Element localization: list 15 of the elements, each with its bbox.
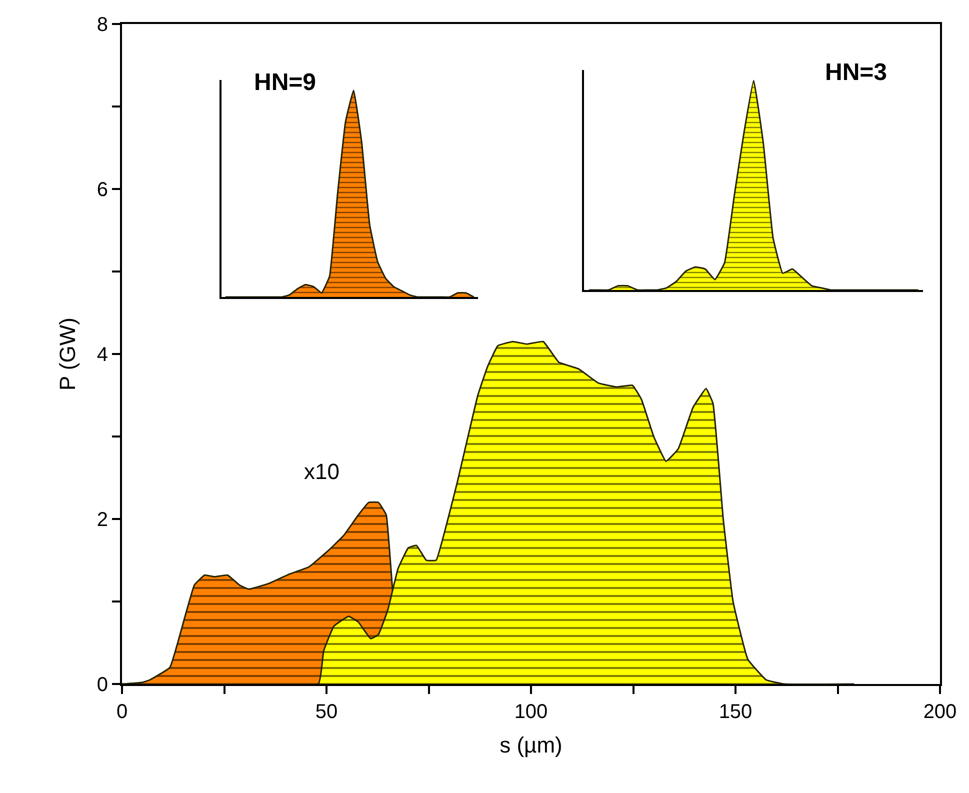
annotation: x10 bbox=[304, 459, 340, 484]
x-axis-title: s (µm) bbox=[500, 732, 562, 758]
x-tick-label: 150 bbox=[718, 701, 752, 723]
y-tick-label: 2 bbox=[96, 509, 108, 531]
y-tick-label: 4 bbox=[96, 344, 108, 366]
y-tick-label: 6 bbox=[96, 179, 108, 201]
y-tick-label: 8 bbox=[96, 14, 108, 36]
chart-title: HN=9 bbox=[254, 69, 316, 96]
x-tick-label: 200 bbox=[923, 701, 957, 723]
x-tick-label: 0 bbox=[116, 701, 128, 723]
y-axis-title: P (GW) bbox=[55, 318, 80, 390]
x-tick-label: 50 bbox=[315, 701, 338, 723]
y-tick-label: 0 bbox=[96, 674, 108, 696]
chart-title: HN=3 bbox=[825, 59, 888, 86]
x-tick-label: 100 bbox=[514, 701, 548, 723]
